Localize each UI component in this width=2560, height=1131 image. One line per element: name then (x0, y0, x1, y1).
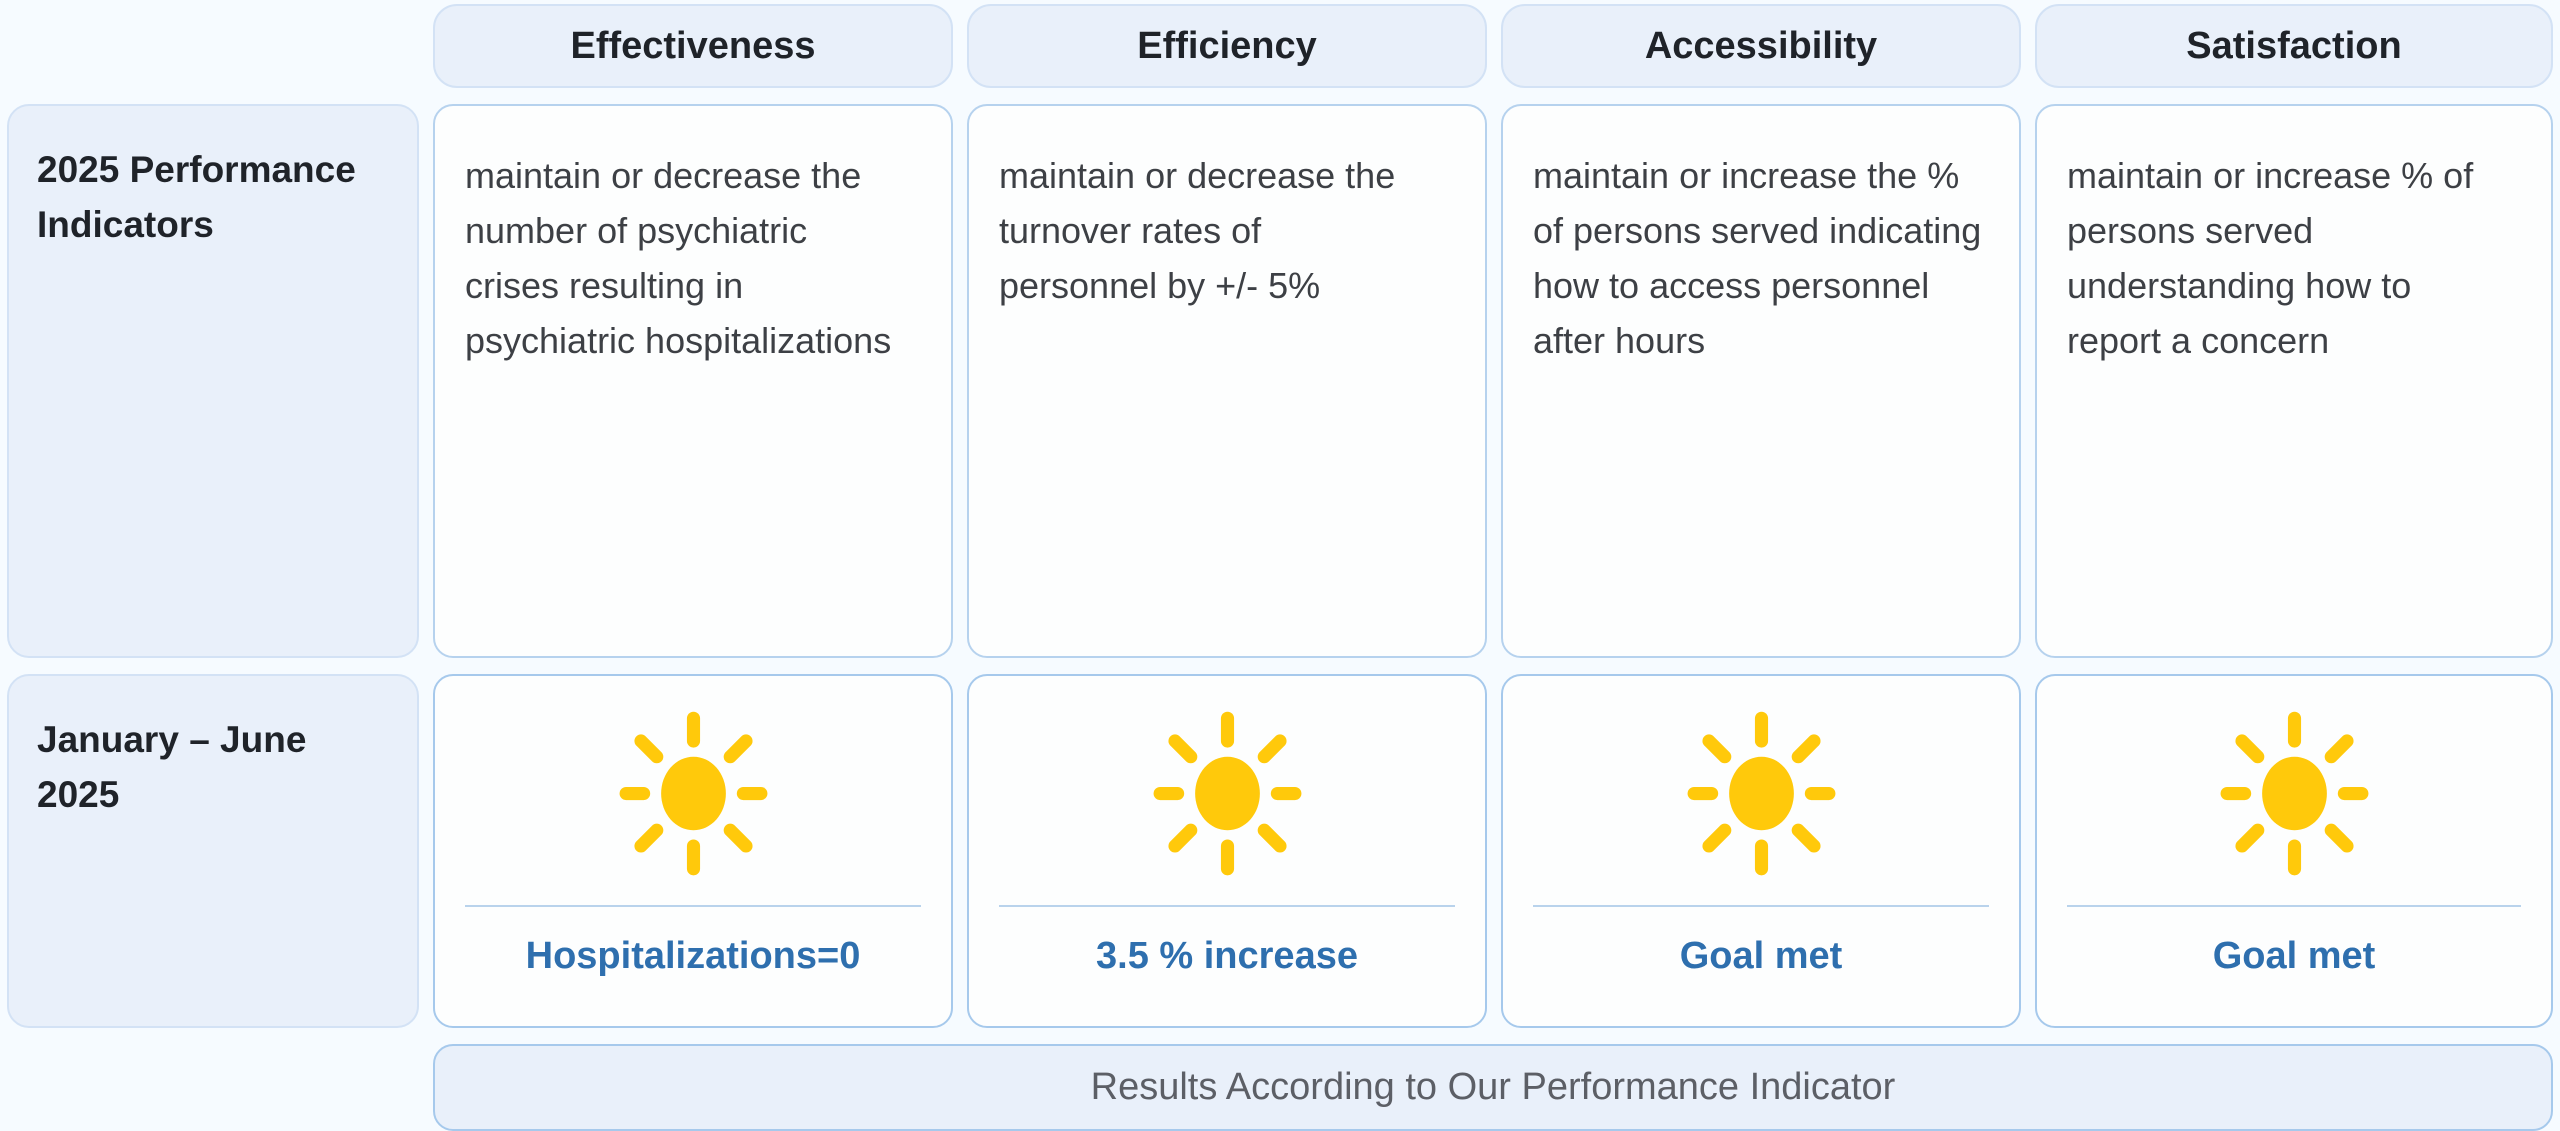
result-value: 3.5 % increase (1096, 935, 1358, 977)
column-header-label: Effectiveness (570, 24, 816, 67)
result-cell-efficiency: 3.5 % increase (967, 674, 1487, 1028)
result-cell-effectiveness: Hospitalizations=0 (433, 674, 953, 1028)
sun-icon (2220, 711, 2368, 876)
sun-icon (1687, 711, 1835, 876)
column-header-efficiency: Efficiency (967, 4, 1487, 88)
result-divider (2067, 905, 2521, 907)
footer-caption-text: Results According to Our Performance Ind… (1090, 1066, 1896, 1108)
column-header-accessibility: Accessibility (1501, 4, 2021, 88)
column-header-effectiveness: Effectiveness (433, 4, 953, 88)
indicator-cell-efficiency: maintain or decrease the turnover rates … (967, 104, 1487, 658)
indicator-text: maintain or decrease the turnover rates … (999, 155, 1396, 306)
result-value: Goal met (1679, 935, 1843, 977)
indicator-text: maintain or increase % of persons served… (2067, 155, 2474, 361)
column-header-label: Efficiency (1137, 24, 1317, 67)
row-label-period: January – June 2025 (7, 674, 419, 1028)
result-divider (999, 905, 1455, 907)
indicator-text: maintain or increase the % of persons se… (1533, 155, 1982, 361)
result-cell-satisfaction: Goal met (2035, 674, 2553, 1028)
footer-caption: Results According to Our Performance Ind… (433, 1044, 2553, 1131)
row-label-text: 2025 Performance Indicators (37, 149, 356, 245)
column-header-label: Satisfaction (2186, 24, 2402, 67)
result-value: Goal met (2212, 935, 2376, 977)
indicator-cell-effectiveness: maintain or decrease the number of psych… (433, 104, 953, 658)
result-cell-accessibility: Goal met (1501, 674, 2021, 1028)
sun-icon (619, 711, 767, 876)
sun-icon (1153, 711, 1301, 876)
indicator-cell-accessibility: maintain or increase the % of persons se… (1501, 104, 2021, 658)
indicator-cell-satisfaction: maintain or increase % of persons served… (2035, 104, 2553, 658)
indicator-text: maintain or decrease the number of psych… (465, 155, 892, 361)
column-header-satisfaction: Satisfaction (2035, 4, 2553, 88)
row-label-text: January – June 2025 (37, 719, 307, 815)
result-divider (1533, 905, 1989, 907)
result-divider (465, 905, 921, 907)
column-header-label: Accessibility (1644, 24, 1878, 67)
result-value: Hospitalizations=0 (525, 935, 861, 977)
row-label-performance-indicators: 2025 Performance Indicators (7, 104, 419, 658)
